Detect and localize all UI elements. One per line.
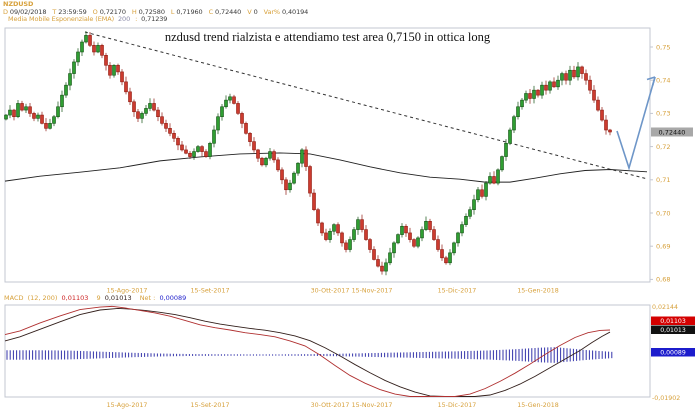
svg-text:15-Nov-2017: 15-Nov-2017 <box>352 402 393 409</box>
ohlc-value-time: 23:59:59 <box>58 7 87 16</box>
svg-text:0,68: 0,68 <box>656 276 670 284</box>
ohlc-value-open: 0,72170 <box>99 7 126 16</box>
svg-text:15-Set-2017: 15-Set-2017 <box>191 402 230 409</box>
macd-net-label: Net : <box>139 293 156 302</box>
ema-current-value: 0,71239 <box>141 15 168 23</box>
ohlc-value-high: 0,72580 <box>138 7 165 16</box>
svg-text:0,01103: 0,01103 <box>660 318 686 325</box>
chart-annotation: nzdusd trend rialzista e attendiamo test… <box>164 30 491 44</box>
macd-signal-period: 9 <box>96 293 101 302</box>
svg-text:0,72: 0,72 <box>656 143 670 151</box>
macd-axis: 0,02144 -0,01902 <box>652 304 680 402</box>
ema-name-label: Media Mobile Esponenziale (EMA) <box>8 15 115 23</box>
ohlc-label-high: H <box>131 7 137 16</box>
svg-text:0,72440: 0,72440 <box>659 128 686 136</box>
price-tag: 0,72440 <box>651 127 693 137</box>
ohlc-label-open: O <box>92 7 98 16</box>
ohlc-value-low: 0,71960 <box>176 7 203 16</box>
macd-line-value: 0,01103 <box>61 293 89 302</box>
ohlc-label-time: T <box>52 7 57 16</box>
svg-text:30-Ott-2017: 30-Ott-2017 <box>311 288 350 295</box>
price-axis: 0,75 0,74 0,73 0,72 0,71 0,70 0,69 0,68 <box>650 43 670 284</box>
macd-name-label: MACD <box>4 293 24 302</box>
ohlc-label-var: Var% <box>263 7 280 16</box>
svg-text:15-Dic-2017: 15-Dic-2017 <box>438 402 477 409</box>
ohlc-header-line: D 09/02/2018 T 23:59:59 O 0,72170 H 0,72580 L 0,7… <box>3 7 314 16</box>
macd-signal-value: 0,01013 <box>104 293 132 302</box>
svg-text:0,71: 0,71 <box>656 176 670 184</box>
svg-text:15-Set-2017: 15-Set-2017 <box>191 288 230 295</box>
macd-histogram <box>6 347 613 363</box>
ema-line <box>4 152 648 183</box>
svg-text:15-Gen-2018: 15-Gen-2018 <box>517 402 559 409</box>
candles-layer <box>4 31 612 276</box>
ohlc-value-close: 0,72440 <box>215 7 242 16</box>
macd-legend: MACD (12, 200) 0,01103 9 0,01013 Net : 0… <box>4 293 187 302</box>
svg-text:0,01013: 0,01013 <box>660 327 686 334</box>
svg-text:0,73: 0,73 <box>656 110 670 118</box>
ohlc-value-date: 09/02/2018 <box>9 7 47 16</box>
svg-text:0,02144: 0,02144 <box>652 304 678 311</box>
symbol-label: NZDUSD <box>3 0 34 8</box>
ohlc-label-date: D <box>3 7 8 16</box>
svg-text:15-Dic-2017: 15-Dic-2017 <box>438 288 477 295</box>
svg-text:-0,01902: -0,01902 <box>652 395 680 402</box>
svg-text:15-Nov-2017: 15-Nov-2017 <box>352 288 393 295</box>
ohlc-value-var: 0,40194 <box>282 7 309 16</box>
ohlc-label-volume: V <box>247 7 252 16</box>
svg-text:0,69: 0,69 <box>656 243 670 251</box>
ohlc-label-close: C <box>208 7 214 16</box>
svg-text:15-Gen-2018: 15-Gen-2018 <box>517 288 559 295</box>
svg-text:15-Ago-2017: 15-Ago-2017 <box>107 288 148 295</box>
svg-text:30-Ott-2017: 30-Ott-2017 <box>311 402 350 409</box>
ema-period-value: 200 <box>118 15 131 23</box>
panel-borders <box>4 27 651 398</box>
ema-separator: : <box>135 15 138 23</box>
svg-text:0,70: 0,70 <box>656 209 670 217</box>
trendline <box>84 31 649 180</box>
date-axis: 15-Ago-2017 15-Ago-2017 15-Set-2017 15-Set-… <box>107 288 559 410</box>
macd-lines <box>4 305 611 397</box>
ohlc-value-volume: 0 <box>253 7 258 16</box>
ema-header-line: Media Mobile Esponenziale (EMA) 200 : 0,… <box>8 16 173 23</box>
svg-text:15-Ago-2017: 15-Ago-2017 <box>107 402 148 409</box>
ohlc-label-low: L <box>170 7 175 16</box>
svg-text:0,00089: 0,00089 <box>660 349 686 356</box>
macd-net-value: 0,00089 <box>159 293 187 302</box>
up-arrow <box>616 76 656 171</box>
macd-params-label: (12, 200) <box>27 293 58 302</box>
svg-text:0,75: 0,75 <box>656 43 670 51</box>
svg-text:0,74: 0,74 <box>656 77 670 85</box>
macd-value-boxes: 0,01103 0,01013 0,00089 <box>651 316 695 357</box>
